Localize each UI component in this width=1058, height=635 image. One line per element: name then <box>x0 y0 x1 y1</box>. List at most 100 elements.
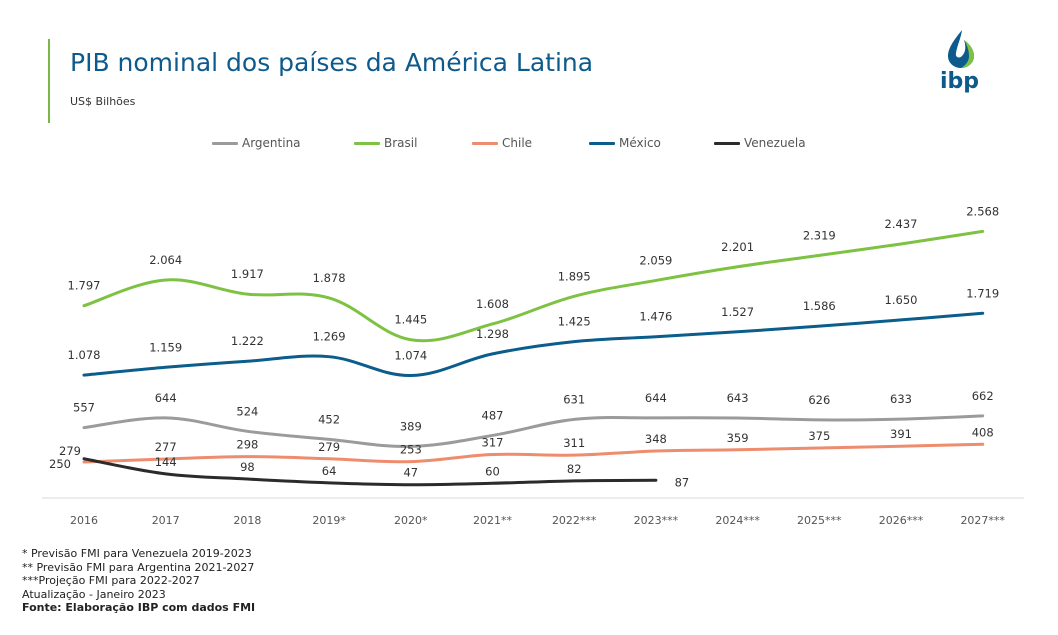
data-label-argentina: 452 <box>318 412 340 426</box>
data-label-chile: 250 <box>49 457 71 471</box>
legend-item-chile: Chile <box>472 136 532 150</box>
legend-item-argentina: Argentina <box>212 136 301 150</box>
data-label-argentina: 633 <box>890 392 912 406</box>
chart-title: PIB nominal dos países da América Latina <box>70 48 594 77</box>
data-label-mexico: 1.222 <box>231 334 264 348</box>
line-chart: 2016 2017 2018 2019* 2020* 2021** 2022*** 2023*… <box>42 204 1024 527</box>
legend-item-venezuela: Venezuela <box>714 136 806 150</box>
legend-label: Venezuela <box>744 136 806 150</box>
series-line-chile <box>82 442 985 464</box>
data-label-mexico: 1.074 <box>394 349 427 363</box>
data-label-chile: 391 <box>890 427 912 441</box>
footnotes: * Previsão FMI para Venezuela 2019-2023 … <box>22 547 255 615</box>
data-label-chile: 279 <box>318 440 340 454</box>
legend-label: Argentina <box>242 136 301 150</box>
legend-swatch <box>212 141 238 145</box>
data-label-argentina: 631 <box>563 392 585 406</box>
data-label-brasil: 2.319 <box>803 228 836 242</box>
data-label-mexico: 1.425 <box>558 315 591 329</box>
data-label-brasil: 2.437 <box>885 217 918 231</box>
data-label-argentina: 643 <box>727 391 749 405</box>
legend-swatch <box>714 141 740 145</box>
accent-bar <box>48 39 50 123</box>
data-label-argentina: 557 <box>73 401 95 415</box>
x-tick-label: 2017 <box>152 514 180 527</box>
data-label-mexico: 1.527 <box>721 305 754 319</box>
x-tick-label: 2027*** <box>960 514 1005 527</box>
data-label-argentina: 662 <box>972 389 994 403</box>
data-label-brasil: 1.917 <box>231 267 264 281</box>
data-label-chile: 311 <box>563 436 585 450</box>
source-note: Fonte: Elaboração IBP com dados FMI <box>22 601 256 614</box>
data-label-chile: 298 <box>236 438 258 452</box>
data-label-brasil: 1.895 <box>558 269 591 283</box>
legend-label: Brasil <box>384 136 418 150</box>
data-label-venezuela: 82 <box>567 462 582 476</box>
data-label-brasil: 1.878 <box>313 271 346 285</box>
data-label-mexico: 1.586 <box>803 299 836 313</box>
data-label-chile: 408 <box>972 425 994 439</box>
data-label-chile: 375 <box>808 429 830 443</box>
x-tick-label: 2023*** <box>634 514 679 527</box>
data-label-chile: 253 <box>400 443 422 457</box>
series-line-brasil <box>82 229 985 343</box>
data-label-mexico: 1.078 <box>68 348 101 362</box>
legend: Argentina Brasil Chile México Venezuela <box>0 136 1058 154</box>
data-label-chile: 359 <box>727 431 749 445</box>
data-label-venezuela: 60 <box>485 464 500 478</box>
footnote-projection: ***Projeção FMI para 2022-2027 <box>22 574 200 587</box>
x-tick-label: 2024*** <box>715 514 760 527</box>
x-tick-label: 2018 <box>233 514 261 527</box>
footnote-venezuela: * Previsão FMI para Venezuela 2019-2023 <box>22 547 252 560</box>
data-label-brasil: 2.064 <box>149 253 182 267</box>
update-note: Atualização - Janeiro 2023 <box>22 587 166 601</box>
data-label-venezuela: 279 <box>59 444 81 458</box>
x-tick-label: 2025*** <box>797 514 842 527</box>
data-label-chile: 317 <box>482 435 504 449</box>
data-label-argentina: 644 <box>645 391 667 405</box>
data-label-chile: 348 <box>645 432 667 446</box>
legend-item-brasil: Brasil <box>354 136 417 150</box>
legend-label: México <box>619 136 661 150</box>
ibp-logo: ibp <box>940 30 979 94</box>
data-label-mexico: 1.650 <box>885 293 918 307</box>
data-label-argentina: 626 <box>808 393 830 407</box>
data-label-venezuela: 87 <box>675 475 690 489</box>
data-label-brasil: 1.797 <box>68 279 101 293</box>
data-label-brasil: 1.445 <box>394 313 427 327</box>
data-label-venezuela: 64 <box>322 464 337 478</box>
series-line-mexico <box>82 311 985 378</box>
data-label-argentina: 487 <box>482 408 504 422</box>
data-label-mexico: 1.476 <box>639 310 672 324</box>
logo-text: ibp <box>940 69 979 94</box>
data-label-brasil: 2.201 <box>721 240 754 254</box>
data-label-venezuela: 47 <box>403 466 418 480</box>
x-tick-label: 2019* <box>312 514 346 527</box>
data-label-chile: 277 <box>155 440 177 454</box>
footnote-argentina: ** Previsão FMI para Argentina 2021-2027 <box>22 560 255 574</box>
data-label-mexico: 1.159 <box>149 340 182 354</box>
data-label-mexico: 1.269 <box>313 330 346 344</box>
data-label-argentina: 524 <box>236 404 258 418</box>
legend-swatch <box>354 141 380 145</box>
data-label-venezuela: 98 <box>240 460 255 474</box>
data-label-mexico: 1.719 <box>966 286 999 300</box>
x-tick-label: 2021** <box>473 514 512 527</box>
data-label-mexico: 1.298 <box>476 327 509 341</box>
series-line-argentina <box>82 414 985 448</box>
data-label-argentina: 644 <box>155 391 177 405</box>
x-tick-label: 2026*** <box>879 514 924 527</box>
x-tick-label: 2022*** <box>552 514 597 527</box>
data-label-venezuela: 144 <box>155 455 177 469</box>
x-tick-label: 2020* <box>394 514 428 527</box>
legend-item-mexico: México <box>589 136 661 150</box>
data-label-brasil: 2.059 <box>639 253 672 267</box>
legend-swatch <box>589 141 615 145</box>
x-tick-label: 2016 <box>70 514 98 527</box>
data-label-brasil: 1.608 <box>476 297 509 311</box>
data-label-argentina: 389 <box>400 419 422 433</box>
chart-subtitle: US$ Bilhões <box>70 95 136 108</box>
series-line-venezuela <box>82 457 658 487</box>
data-label-brasil: 2.568 <box>966 204 999 218</box>
legend-swatch <box>472 141 498 145</box>
